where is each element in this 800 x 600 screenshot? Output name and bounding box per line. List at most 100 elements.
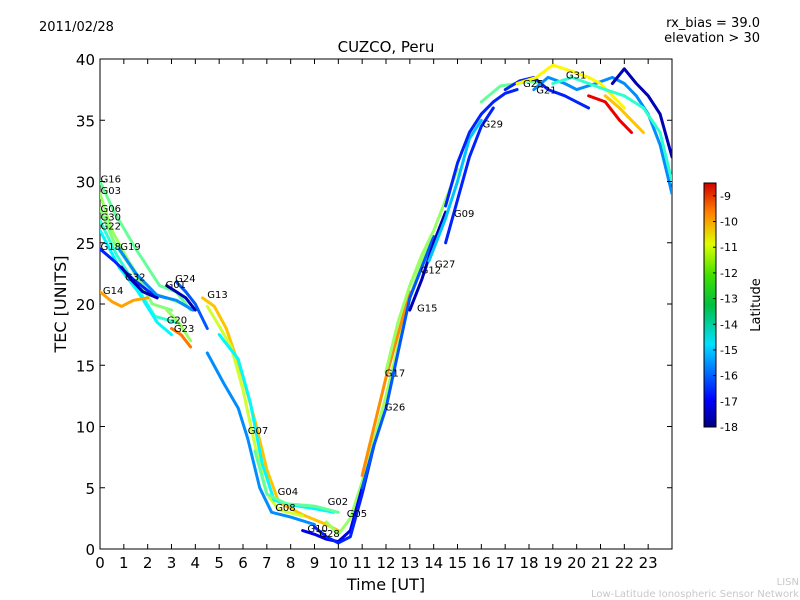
satellite-label-g30: G30 — [101, 213, 121, 224]
x-tick-label: 15 — [448, 554, 467, 572]
satellite-label-g13: G13 — [207, 290, 227, 301]
rx-bias-label: rx_bias = 39.0 — [666, 16, 760, 31]
x-tick-label: 20 — [567, 554, 586, 572]
series-line-g02 — [253, 449, 340, 514]
x-axis-ticks: 0 1 2 3 4 5 6 7 8 9 10 11 12 13 14 15 16 17 18 19 20 21 22 23 — [95, 59, 658, 572]
y-tick-label: 40 — [76, 51, 95, 69]
lisn-short-label: LISN — [777, 577, 799, 588]
y-tick-label: 15 — [76, 357, 95, 375]
x-tick-label: 23 — [639, 554, 658, 572]
series-layer — [100, 63, 672, 545]
satellite-label-g18: G18 — [101, 242, 121, 253]
x-tick-label: 17 — [496, 554, 515, 572]
x-tick-label: 22 — [615, 554, 634, 572]
colorbar-tick-label: -9 — [720, 190, 731, 203]
y-tick-label: 10 — [76, 419, 95, 437]
satellite-label-g01: G01 — [166, 280, 186, 291]
x-tick-label: 7 — [262, 554, 272, 572]
series-line-g27 — [427, 118, 483, 263]
satellite-label-g10: G10 — [307, 524, 327, 535]
satellite-label-g27: G27 — [435, 259, 455, 270]
series-line-g29 — [444, 88, 519, 208]
colorbar-ticks: -9 -10 -11 -12 -13 -14 -15 -16 -17 -18 — [713, 190, 738, 434]
date-label: 2011/02/28 — [39, 20, 114, 35]
x-tick-label: 5 — [214, 554, 224, 572]
y-axis-label: TEC [UNITS] — [51, 256, 70, 354]
y-tick-label: 0 — [85, 541, 95, 559]
colorbar-tick-label: -10 — [720, 216, 738, 229]
satellite-label-g17: G17 — [385, 368, 405, 379]
satellite-label-g03: G03 — [101, 186, 121, 197]
satellite-label-g22: G22 — [101, 221, 121, 232]
series-line-g01 — [165, 284, 197, 312]
x-tick-label: 21 — [591, 554, 610, 572]
series-line-g24 — [174, 280, 209, 330]
x-tick-label: 16 — [472, 554, 491, 572]
satellite-label-g05: G05 — [347, 509, 367, 520]
satellite-label-g20: G20 — [167, 316, 187, 327]
x-tick-label: 1 — [119, 554, 129, 572]
x-tick-label: 11 — [353, 554, 372, 572]
series-line-g14 — [100, 290, 150, 308]
colorbar-tick-label: -12 — [720, 267, 738, 280]
series-line-g19 — [117, 247, 195, 312]
satellite-label-g32: G32 — [125, 273, 145, 284]
y-tick-label: 5 — [85, 480, 95, 498]
x-tick-label: 4 — [191, 554, 201, 572]
series-line-g13 — [201, 296, 340, 533]
x-tick-label: 8 — [286, 554, 296, 572]
colorbar-tick-label: -16 — [720, 370, 738, 383]
satellite-label-g02: G02 — [328, 497, 348, 508]
satellite-label-g07: G07 — [248, 426, 268, 437]
series-line-g22 — [100, 229, 173, 337]
satellite-label-g28: G28 — [319, 529, 339, 540]
y-tick-label: 25 — [76, 235, 95, 253]
series-line-g33 — [551, 75, 672, 183]
series-line-g34 — [587, 94, 633, 134]
x-tick-label: 6 — [238, 554, 248, 572]
colorbar-label: Latitude — [749, 278, 764, 332]
satellite-label-g31: G31 — [566, 71, 586, 82]
colorbar-tick-label: -17 — [720, 395, 738, 408]
series-line-g21 — [503, 75, 591, 110]
satellite-label-g21: G21 — [536, 85, 556, 96]
colorbar — [703, 182, 717, 428]
satellite-label-g26: G26 — [385, 403, 405, 414]
x-tick-label: 3 — [167, 554, 177, 572]
satellite-label-g19: G19 — [120, 242, 140, 253]
satellite-label-g08: G08 — [275, 503, 295, 514]
series-line-g32 — [120, 265, 159, 300]
satellite-label-g14: G14 — [103, 286, 123, 297]
satellite-label-g16: G16 — [101, 175, 121, 186]
series-line-g23 — [170, 327, 193, 349]
series-line-g11 — [515, 63, 626, 110]
y-axis-ticks: 0 5 10 15 20 25 30 35 40 — [76, 51, 672, 559]
colorbar-tick-label: -11 — [720, 241, 738, 254]
x-tick-label: 14 — [424, 554, 443, 572]
series-line-g26 — [360, 235, 436, 490]
x-axis-label: Time [UT] — [346, 575, 425, 594]
satellite-label-g04: G04 — [278, 487, 298, 498]
colorbar-tick-label: -14 — [720, 318, 738, 331]
x-tick-label: 2 — [143, 554, 153, 572]
satellite-label-g09: G09 — [454, 209, 474, 220]
series-line-g35 — [610, 67, 672, 159]
series-line-g17 — [360, 290, 412, 477]
x-tick-label: 13 — [400, 554, 419, 572]
satellite-label-g24: G24 — [175, 274, 195, 285]
satellite-label-g29: G29 — [483, 120, 503, 131]
x-tick-label: 9 — [310, 554, 320, 572]
x-tick-label: 19 — [543, 554, 562, 572]
satellite-label-g12: G12 — [421, 265, 441, 276]
colorbar-tick-label: -15 — [720, 344, 738, 357]
y-tick-label: 35 — [76, 112, 95, 130]
y-tick-label: 20 — [76, 296, 95, 314]
series-line-g12 — [384, 167, 459, 373]
series-line-g09 — [444, 106, 495, 245]
satellite-label-g25: G25 — [523, 79, 543, 90]
colorbar-tick-label: -13 — [720, 293, 738, 306]
y-tick-label: 30 — [76, 174, 95, 192]
x-tick-label: 12 — [376, 554, 395, 572]
